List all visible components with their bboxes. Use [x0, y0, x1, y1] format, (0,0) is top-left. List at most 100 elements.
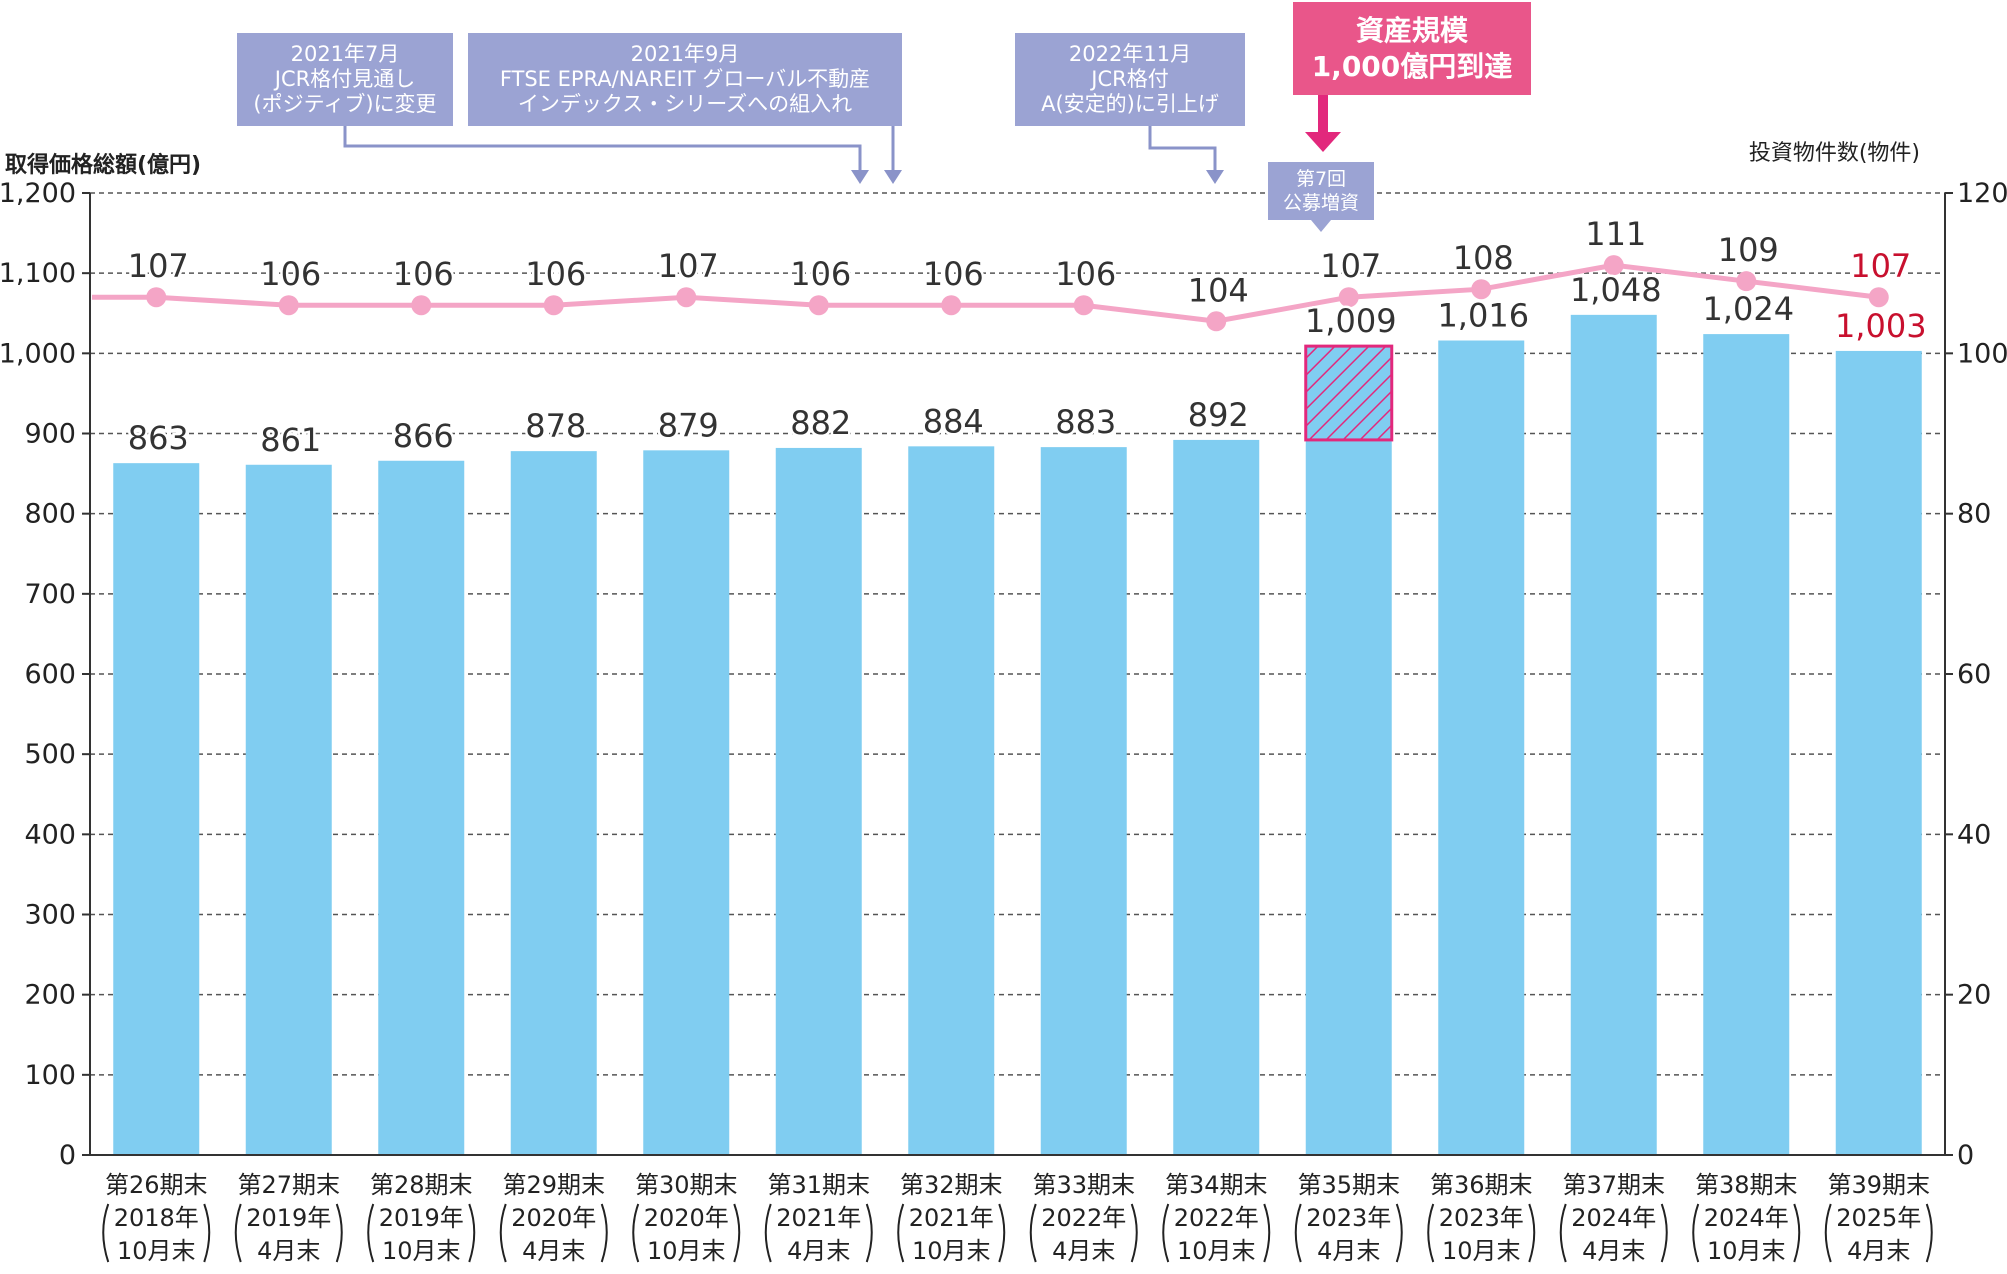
left-tick-label: 1,100: [0, 258, 76, 289]
line-value-label: 106: [1055, 255, 1116, 293]
bar-value-label: 879: [658, 406, 719, 444]
offering-line: 第7回: [1295, 168, 1347, 190]
series-point: [941, 295, 962, 316]
series-point: [1338, 287, 1359, 308]
line-value-label: 107: [1320, 247, 1381, 285]
bar: [510, 451, 597, 1155]
connector-arrowhead: [851, 170, 869, 184]
category-period: 第36期末: [1430, 1171, 1533, 1199]
offering-line: 公募増資: [1282, 192, 1359, 214]
category-month: 4月末: [522, 1237, 585, 1265]
bracket-left: [102, 1203, 110, 1263]
category-period: 第33期末: [1032, 1171, 1135, 1199]
line-value-label: 107: [128, 247, 189, 285]
category-period: 第26期末: [105, 1171, 208, 1199]
offering-pointer: [1311, 220, 1331, 232]
grid-lines: [90, 192, 1945, 1076]
category-period: 第29期末: [502, 1171, 605, 1199]
bracket-right: [998, 1203, 1006, 1263]
bar: [1040, 447, 1127, 1156]
milestone-badge: 資産規模 1,000億円到達: [1293, 2, 1531, 95]
bracket-right: [1395, 1203, 1403, 1263]
line-value-label: 107: [658, 247, 719, 285]
line-value-label: 108: [1453, 239, 1514, 277]
annotation-line: (ポジティブ)に変更: [253, 92, 437, 116]
category-month: 4月末: [257, 1237, 320, 1265]
category-year: 2019年: [379, 1204, 464, 1232]
bar-value-label: 1,024: [1702, 290, 1794, 328]
bar-value-label: 892: [1188, 396, 1249, 434]
right-tick-label: 40: [1957, 819, 1991, 850]
bar-value-label: 1,003: [1835, 307, 1927, 345]
left-tick-label: 100: [24, 1060, 76, 1091]
series-point: [1073, 295, 1094, 316]
category-period: 第28期末: [370, 1171, 473, 1199]
category-period: 第27期末: [237, 1171, 340, 1199]
left-tick-label: 0: [59, 1140, 76, 1171]
bracket-right: [1925, 1203, 1933, 1263]
bar: [245, 464, 332, 1155]
bracket-right: [1130, 1203, 1138, 1263]
category-period: 第34期末: [1165, 1171, 1268, 1199]
bar: [113, 463, 200, 1156]
bracket-left: [1029, 1203, 1037, 1263]
bracket-left: [1427, 1203, 1435, 1263]
bracket-left: [632, 1203, 640, 1263]
left-tick-label: 1,200: [0, 178, 76, 209]
bar-value-label: 883: [1055, 403, 1116, 441]
bar-value-label: 884: [923, 402, 984, 440]
bar: [1173, 439, 1260, 1155]
category-year: 2019年: [246, 1204, 331, 1232]
milestone-arrow-shaft: [1318, 95, 1328, 135]
annotation-line: インデックス・シリーズへの組入れ: [517, 92, 853, 116]
category-period: 第35期末: [1297, 1171, 1400, 1199]
bracket-left: [367, 1203, 375, 1263]
bar-value-label: 861: [260, 421, 321, 459]
category-month: 4月末: [1317, 1237, 1380, 1265]
category-year: 2020年: [644, 1204, 729, 1232]
category-month: 4月末: [1052, 1237, 1115, 1265]
series-point: [146, 287, 167, 308]
category-year: 2022年: [1041, 1204, 1126, 1232]
category-labels: 第26期末 2018年 10月末 第27期末 2019年 4月末 第28期末 2019年 10月…: [102, 1171, 1933, 1265]
series-point: [1471, 279, 1492, 300]
bracket-right: [335, 1203, 343, 1263]
bar: [1835, 350, 1922, 1155]
category-month: 10月末: [382, 1237, 461, 1265]
bracket-left: [897, 1203, 905, 1263]
category-period: 第39期末: [1827, 1171, 1930, 1199]
data-labels: 863 861 866 878 879 882 884 883 892 1,009 1,016 1,0…: [125, 213, 1929, 462]
left-tick-label: 300: [24, 900, 76, 931]
category-period: 第30期末: [635, 1171, 738, 1199]
right-tick-label: 60: [1957, 659, 1991, 690]
connector-jcr-outlook: [343, 126, 862, 172]
series-point: [808, 295, 829, 316]
bar: [1438, 340, 1525, 1155]
category-period: 第37期末: [1562, 1171, 1665, 1199]
category-year: 2021年: [909, 1204, 994, 1232]
increase-highlight: [1304, 344, 1394, 442]
series-point: [676, 287, 697, 308]
bracket-right: [1528, 1203, 1536, 1263]
bar-value-label: 1,048: [1570, 271, 1662, 309]
left-tick-label: 700: [24, 579, 76, 610]
category-year: 2023年: [1306, 1204, 1391, 1232]
right-tick-label: 80: [1957, 499, 1991, 530]
bar-value-label: 863: [128, 419, 189, 457]
series-point: [543, 295, 564, 316]
category-period: 第31期末: [767, 1171, 870, 1199]
connector-jcr-upgrade: [1148, 126, 1217, 172]
right-tick-label: 120: [1957, 178, 2007, 209]
bar-value-label: 866: [393, 417, 454, 455]
series-point: [1206, 311, 1227, 332]
category-year: 2018年: [114, 1204, 199, 1232]
bracket-left: [1559, 1203, 1567, 1263]
category-month: 10月末: [912, 1237, 991, 1265]
bar: [1305, 346, 1392, 1155]
annotation-line: FTSE EPRA/NAREIT グローバル不動産: [499, 67, 871, 91]
bar-value-label: 878: [525, 407, 586, 445]
bracket-right: [468, 1203, 476, 1263]
annotation-line: JCR格付見通し: [274, 67, 416, 91]
bar: [1570, 314, 1657, 1155]
